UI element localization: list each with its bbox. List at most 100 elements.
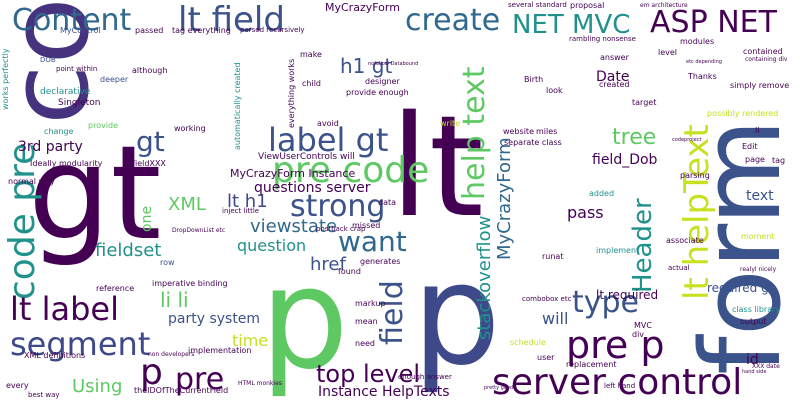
word-lt: lt — [390, 86, 484, 249]
word-li-small: li — [755, 126, 760, 135]
word-website: website — [503, 127, 534, 136]
word-lt-required: lt required — [596, 288, 659, 302]
word-deeper: deeper — [100, 75, 129, 84]
word-mean: mean — [355, 317, 378, 326]
word-provide: provide — [88, 121, 119, 130]
word-time: time — [232, 331, 269, 350]
word-myCrazyForm-v: MyCrazyForm — [494, 137, 515, 260]
word-type: type — [572, 285, 640, 320]
word-segment: segment — [10, 325, 151, 363]
word-contained: contained — [743, 47, 783, 56]
word-server-control: server control — [492, 362, 743, 400]
word-provide-enough: provide enough — [346, 88, 409, 97]
word-non-developers: non developers — [148, 351, 195, 358]
word-using: Using — [72, 376, 123, 397]
word-text-r: text — [746, 188, 774, 204]
word-singleton: Singleton — [58, 98, 101, 108]
word-parsed-recursively: parsed recursively — [240, 26, 305, 34]
word-modules: modules — [680, 37, 715, 46]
word-every: every — [6, 381, 29, 390]
word-child: child — [302, 79, 321, 88]
word-best-way: best way — [28, 391, 60, 399]
word-output: output — [740, 317, 767, 326]
word-href: href — [310, 254, 346, 275]
word-viewusercontrols-will: ViewUserControls will — [258, 152, 355, 162]
word-mvc: MVC — [634, 321, 652, 330]
word-gt-big: gt — [28, 117, 162, 269]
word-implement: implement — [596, 246, 640, 255]
word-everything-works: everything works — [287, 58, 296, 128]
word-label-gt: label gt — [268, 121, 389, 159]
word-xml-definitions: XML definitions — [24, 351, 86, 360]
word-em-architecture: em architecture — [640, 2, 688, 9]
word-li-li: li li — [160, 288, 189, 312]
word-replacement: replacement — [566, 360, 617, 369]
word-found: found — [338, 267, 361, 276]
word-pre-p: pre p — [566, 323, 665, 367]
word-stackoverflow: stackoverflow — [474, 215, 495, 340]
word-added: added — [589, 189, 615, 198]
word-declarative: declarative — [40, 87, 91, 97]
word-p-mid: p — [140, 352, 163, 393]
word-point-within: point within — [56, 65, 98, 73]
word-fieldxxx: FieldXXX — [131, 159, 166, 168]
word-lt-h1: lt h1 — [227, 191, 268, 212]
word-enough-answer: enough answer — [398, 373, 452, 381]
word-reference: reference — [96, 284, 135, 293]
word-lt-field: lt field — [178, 0, 285, 40]
word-mycontrol: MyControl — [60, 26, 101, 35]
word-markup: markup — [355, 299, 386, 308]
word-pass: pass — [567, 203, 604, 222]
word-etc-depending: etc depending — [686, 59, 722, 65]
word-actual: actual — [668, 264, 690, 272]
word-field-dob: field_Dob — [592, 152, 658, 168]
word-moment: moment — [741, 232, 775, 241]
word-answer: answer — [600, 53, 629, 62]
word-tag-everything: tag everything — [172, 26, 231, 35]
word-lt-helptext: lt helpText — [677, 124, 717, 300]
word-create: create — [405, 3, 501, 38]
word-gt-mid: gt — [136, 125, 165, 158]
word-field-v: field — [375, 280, 410, 345]
word-look: look — [546, 86, 563, 95]
word-make: make — [300, 50, 322, 59]
word-3rd-party: 3rd party — [18, 139, 83, 155]
word-write: write — [440, 119, 461, 128]
word-tag: tag — [772, 156, 786, 165]
word-h1-gt: h1 gt — [340, 54, 393, 78]
word-imperative-binding: imperative binding — [152, 279, 228, 288]
word-question: question — [237, 236, 307, 255]
word-left-hand: left hand — [604, 382, 636, 390]
word-normal-way: normal way — [8, 177, 55, 186]
word-generates: generates — [360, 257, 401, 266]
word-target: target — [632, 98, 657, 107]
word-hand-side: hand side — [742, 369, 767, 375]
word-pre-code: pre code — [272, 150, 430, 191]
word-lt-label: lt label — [10, 290, 119, 328]
word-mycrazyform-top: MyCrazyForm — [325, 1, 400, 14]
word-missed: missed — [352, 221, 381, 230]
word-implementation: implementation — [188, 346, 252, 355]
word-pre-mid: pre — [175, 362, 225, 397]
word-strong: strong — [290, 189, 386, 224]
word-associate: associate — [666, 236, 704, 245]
word-xxx-date: XXX date — [752, 363, 780, 370]
word-pretty-good: pretty good — [484, 385, 514, 391]
word-ideally-modularity: Ideally modularity — [30, 159, 103, 168]
word-although: although — [132, 66, 168, 75]
word-date: Date — [596, 69, 630, 85]
word-dob: DOB — [40, 56, 56, 64]
word-will: will — [542, 309, 569, 328]
word-row: row — [160, 258, 175, 267]
word-need: need — [355, 339, 375, 348]
word-xml: XML — [168, 194, 206, 215]
word-id: id — [746, 352, 759, 368]
word-simply-remove: simply remove — [730, 81, 790, 90]
word-fieldset: fieldset — [95, 240, 162, 261]
word-miles: miles — [536, 127, 558, 136]
word-change: change — [44, 127, 74, 136]
word-tree: tree — [612, 125, 657, 150]
word-rambling-nonsense: rambling nonsense — [569, 35, 636, 43]
word-realyl-nicely: realyl nicely — [740, 266, 777, 273]
word-div: div — [632, 330, 645, 339]
